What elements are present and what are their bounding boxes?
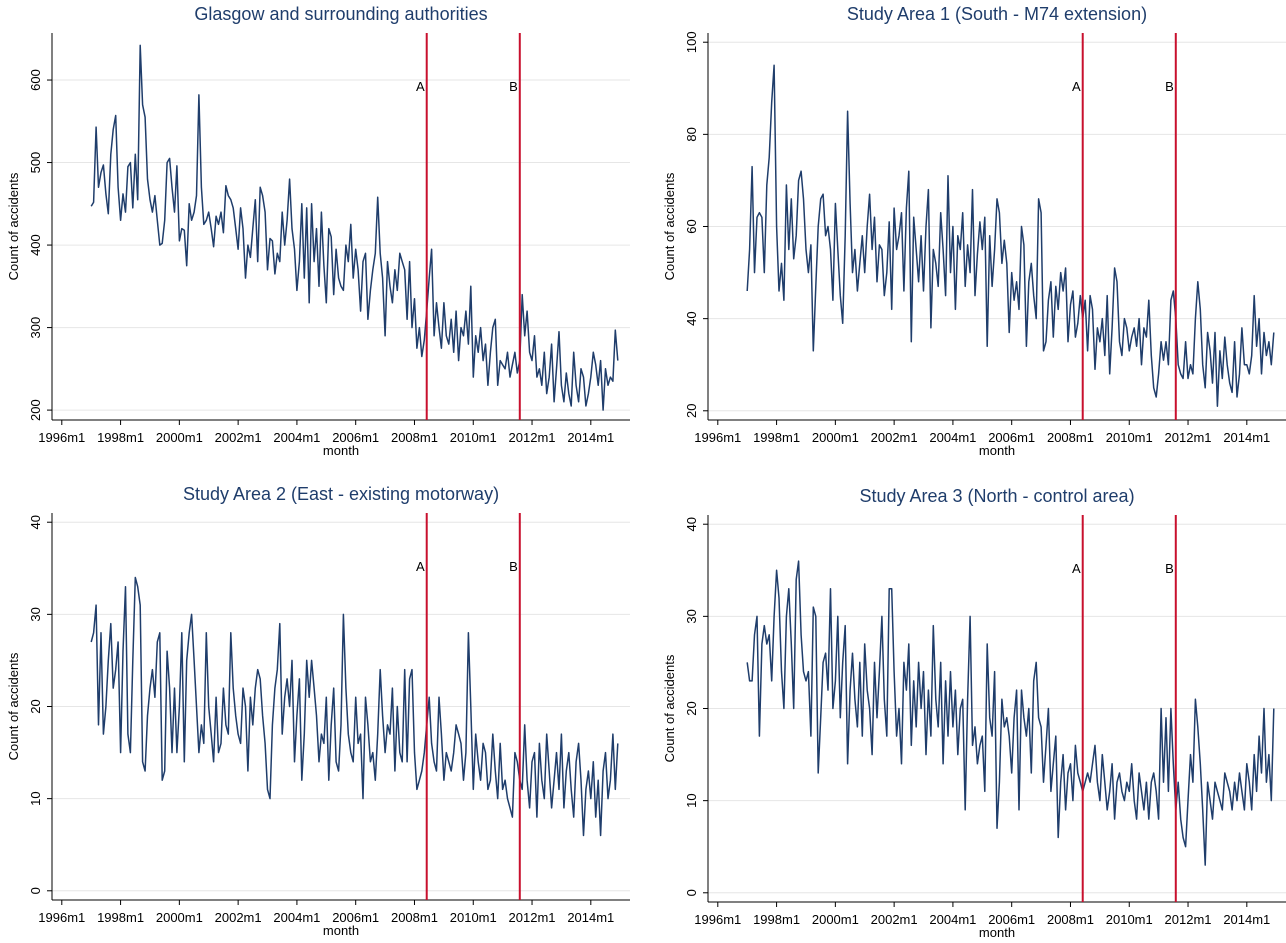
y-axis-title: Count of accidents: [6, 172, 21, 280]
x-tick-label: 2014m1: [567, 430, 614, 445]
x-tick-label: 2008m1: [391, 910, 438, 925]
y-tick-label: 40: [28, 515, 43, 529]
x-tick-label: 2000m1: [156, 430, 203, 445]
x-tick-label: 2014m1: [1223, 430, 1270, 445]
event-label: B: [509, 559, 518, 574]
x-axis-title: month: [323, 443, 359, 458]
x-tick-label: 1996m1: [694, 912, 741, 927]
event-label: A: [416, 79, 425, 94]
data-line: [746, 560, 1275, 866]
x-tick-label: 2006m1: [332, 430, 379, 445]
x-tick-label: 2012m1: [509, 910, 556, 925]
y-tick-label: 400: [28, 234, 43, 256]
x-tick-label: 2012m1: [509, 430, 556, 445]
y-tick-label: 300: [28, 317, 43, 339]
x-tick-label: 2000m1: [812, 912, 859, 927]
x-tick-label: 1996m1: [694, 430, 741, 445]
chart-title: Study Area 2 (East - existing motorway): [183, 484, 499, 504]
event-label: A: [1072, 561, 1081, 576]
event-label: B: [1165, 79, 1174, 94]
y-tick-label: 0: [684, 889, 699, 896]
x-tick-label: 1998m1: [97, 430, 144, 445]
y-tick-label: 30: [28, 607, 43, 621]
x-tick-label: 2002m1: [215, 910, 262, 925]
x-axis-title: month: [979, 925, 1015, 940]
y-tick-label: 600: [28, 69, 43, 91]
x-tick-label: 2004m1: [929, 912, 976, 927]
x-tick-label: 2008m1: [1047, 912, 1094, 927]
y-tick-label: 60: [684, 219, 699, 233]
panel: Glasgow and surrounding authorities 200 30…: [6, 4, 630, 458]
y-tick-label: 20: [684, 701, 699, 715]
x-tick-label: 2000m1: [156, 910, 203, 925]
data-line: [90, 44, 619, 411]
y-tick-label: 20: [684, 404, 699, 418]
y-axis-title: Count of accidents: [6, 652, 21, 760]
chart-title: Study Area 3 (North - control area): [859, 486, 1134, 506]
x-axis-title: month: [979, 443, 1015, 458]
x-tick-label: 1998m1: [97, 910, 144, 925]
panel: Study Area 3 (North - control area) 0 10 20…: [662, 486, 1286, 940]
x-tick-label: 1996m1: [38, 430, 85, 445]
x-tick-label: 2014m1: [567, 910, 614, 925]
x-tick-label: 2012m1: [1165, 912, 1212, 927]
y-tick-label: 80: [684, 127, 699, 141]
y-tick-label: 20: [28, 699, 43, 713]
x-tick-label: 2000m1: [812, 430, 859, 445]
event-label: A: [1072, 79, 1081, 94]
event-label: B: [509, 79, 518, 94]
x-tick-label: 2004m1: [273, 430, 320, 445]
x-tick-label: 1996m1: [38, 910, 85, 925]
chart-title: Glasgow and surrounding authorities: [194, 4, 487, 24]
x-tick-label: 2010m1: [1106, 430, 1153, 445]
data-line: [90, 576, 619, 837]
y-axis-title: Count of accidents: [662, 654, 677, 762]
x-tick-label: 2006m1: [332, 910, 379, 925]
x-tick-label: 2012m1: [1165, 430, 1212, 445]
x-tick-label: 2004m1: [273, 910, 320, 925]
x-tick-label: 2002m1: [871, 430, 918, 445]
y-tick-label: 40: [684, 517, 699, 531]
y-tick-label: 500: [28, 152, 43, 174]
event-label: A: [416, 559, 425, 574]
x-tick-label: 2014m1: [1223, 912, 1270, 927]
x-tick-label: 1998m1: [753, 912, 800, 927]
x-tick-label: 2008m1: [391, 430, 438, 445]
chart-title: Study Area 1 (South - M74 extension): [847, 4, 1147, 24]
y-axis-title: Count of accidents: [662, 172, 677, 280]
x-tick-label: 1998m1: [753, 430, 800, 445]
x-tick-label: 2002m1: [215, 430, 262, 445]
x-tick-label: 2002m1: [871, 912, 918, 927]
x-tick-label: 2008m1: [1047, 430, 1094, 445]
y-tick-label: 30: [684, 609, 699, 623]
panel: Study Area 1 (South - M74 extension) 20 40…: [662, 4, 1286, 458]
x-tick-label: 2004m1: [929, 430, 976, 445]
y-tick-label: 100: [684, 31, 699, 53]
y-tick-label: 40: [684, 311, 699, 325]
event-label: B: [1165, 561, 1174, 576]
y-tick-label: 200: [28, 399, 43, 421]
x-tick-label: 2010m1: [1106, 912, 1153, 927]
data-line: [746, 64, 1275, 407]
panel: Study Area 2 (East - existing motorway) 0…: [6, 484, 630, 938]
y-tick-label: 0: [28, 887, 43, 894]
y-tick-label: 10: [684, 793, 699, 807]
x-tick-label: 2006m1: [988, 912, 1035, 927]
x-tick-label: 2010m1: [450, 430, 497, 445]
y-tick-label: 10: [28, 791, 43, 805]
x-tick-label: 2006m1: [988, 430, 1035, 445]
x-tick-label: 2010m1: [450, 910, 497, 925]
x-axis-title: month: [323, 923, 359, 938]
